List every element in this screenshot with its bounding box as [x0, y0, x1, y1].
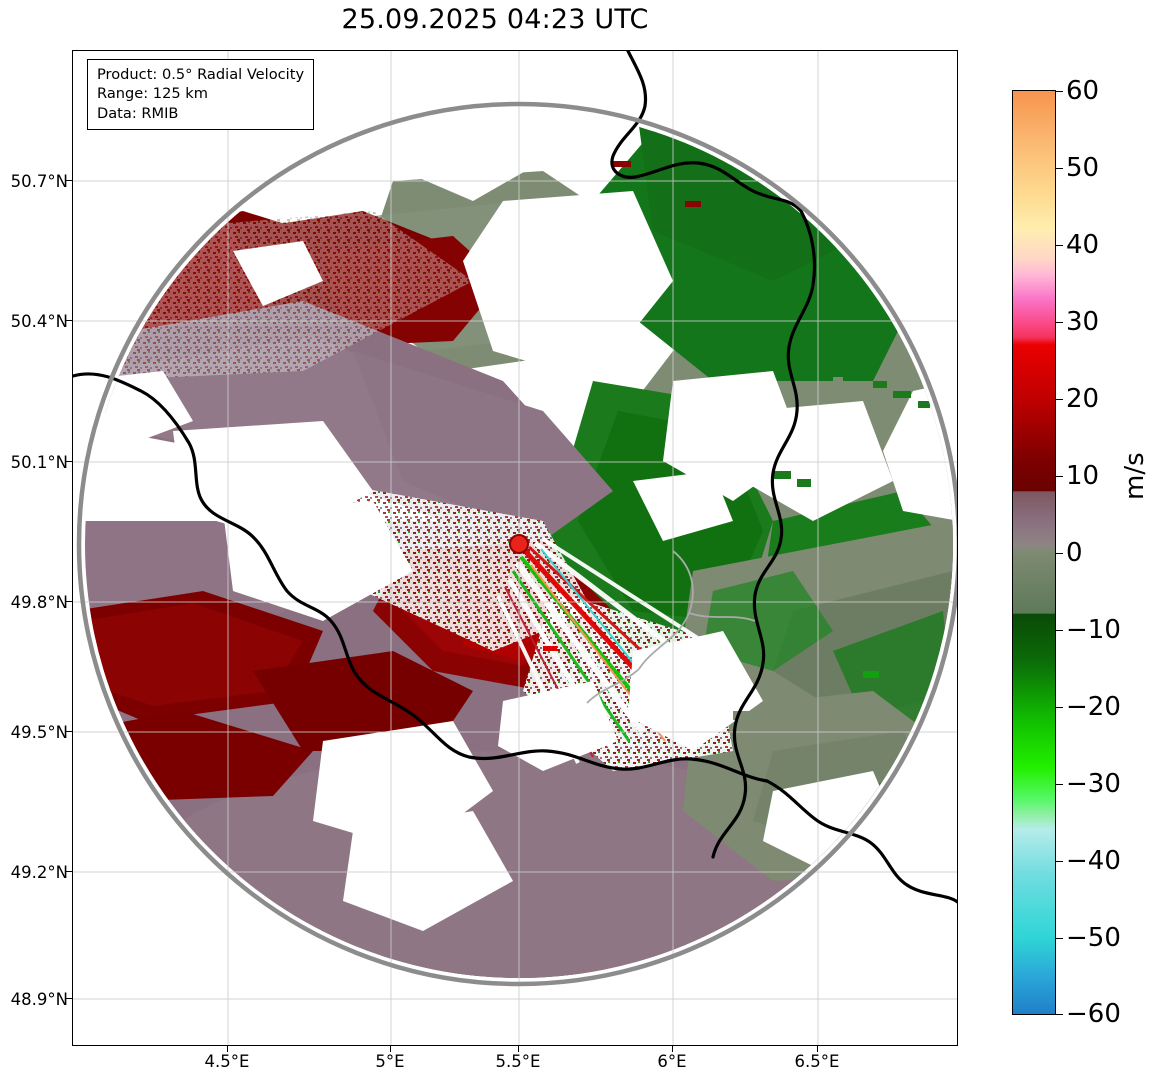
page-title: 25.09.2025 04:23 UTC — [341, 4, 649, 35]
radar-image-canvas — [73, 51, 957, 1045]
colorbar-unit-label: m/s — [1120, 452, 1150, 500]
x-axis-label-2: 5.5°E — [495, 1052, 541, 1071]
colorbar-tick — [1056, 245, 1063, 247]
y-axis-label-4: 49.5°N — [10, 723, 68, 742]
y-axis-tick — [66, 871, 72, 873]
velocity-colorbar[interactable] — [1012, 90, 1056, 1015]
colorbar-label-1: 50 — [1066, 153, 1100, 183]
colorbar-tick — [1056, 1014, 1063, 1016]
colorbar-label-8: −20 — [1066, 692, 1121, 722]
info-range-line: Range: 125 km — [97, 85, 208, 103]
colorbar-tick — [1056, 707, 1063, 709]
colorbar-tick — [1056, 322, 1063, 324]
y-axis-label-3: 49.8°N — [10, 593, 68, 612]
radar-reflectivity-field — [73, 51, 957, 1045]
radar-plot-area[interactable]: Product: 0.5° Radial Velocity Range: 125… — [72, 50, 958, 1046]
y-axis-label-6: 48.9°N — [10, 990, 68, 1009]
colorbar-label-12: −60 — [1066, 999, 1121, 1029]
colorbar-label-11: −50 — [1066, 923, 1121, 953]
x-axis-tick — [227, 1046, 229, 1052]
colorbar-tick — [1056, 168, 1063, 170]
x-axis-tick — [390, 1046, 392, 1052]
y-axis-label-5: 49.2°N — [10, 863, 68, 882]
colorbar-label-2: 40 — [1066, 230, 1100, 260]
colorbar-tick — [1056, 553, 1063, 555]
y-axis-label-1: 50.4°N — [10, 312, 68, 331]
y-axis-label-0: 50.7°N — [10, 172, 68, 191]
range-ring — [76, 101, 957, 987]
colorbar-tick — [1056, 938, 1063, 940]
colorbar-label-0: 60 — [1066, 76, 1100, 106]
x-axis-label-0: 4.5°E — [204, 1052, 250, 1071]
colorbar-label-10: −40 — [1066, 846, 1121, 876]
y-axis-tick — [66, 998, 72, 1000]
radar-site-marker — [509, 534, 529, 554]
y-axis-tick — [66, 731, 72, 733]
colorbar-label-7: −10 — [1066, 615, 1121, 645]
colorbar-gradient — [1012, 90, 1056, 1015]
y-axis-tick — [66, 461, 72, 463]
x-axis-label-3: 6°E — [657, 1052, 687, 1071]
colorbar-label-9: −30 — [1066, 769, 1121, 799]
x-axis-tick — [672, 1046, 674, 1052]
colorbar-tick — [1056, 399, 1063, 401]
product-info-box: Product: 0.5° Radial Velocity Range: 125… — [87, 59, 315, 130]
y-axis-tick — [66, 601, 72, 603]
info-data-line: Data: RMIB — [97, 104, 179, 122]
colorbar-label-6: 0 — [1066, 538, 1083, 568]
colorbar-tick — [1056, 861, 1063, 863]
x-axis-label-4: 6.5°E — [794, 1052, 840, 1071]
colorbar-label-3: 30 — [1066, 307, 1100, 337]
colorbar-tick — [1056, 91, 1063, 93]
colorbar-tick — [1056, 784, 1063, 786]
colorbar-tick — [1056, 476, 1063, 478]
y-axis-label-2: 50.1°N — [10, 453, 68, 472]
info-product-line: Product: 0.5° Radial Velocity — [97, 66, 305, 83]
y-axis-tick — [66, 180, 72, 182]
colorbar-tick — [1056, 630, 1063, 632]
x-axis-tick — [518, 1046, 520, 1052]
colorbar-label-4: 20 — [1066, 384, 1100, 414]
x-axis-label-1: 5°E — [375, 1052, 405, 1071]
y-axis-tick — [66, 320, 72, 322]
x-axis-tick — [817, 1046, 819, 1052]
colorbar-label-5: 10 — [1066, 461, 1100, 491]
